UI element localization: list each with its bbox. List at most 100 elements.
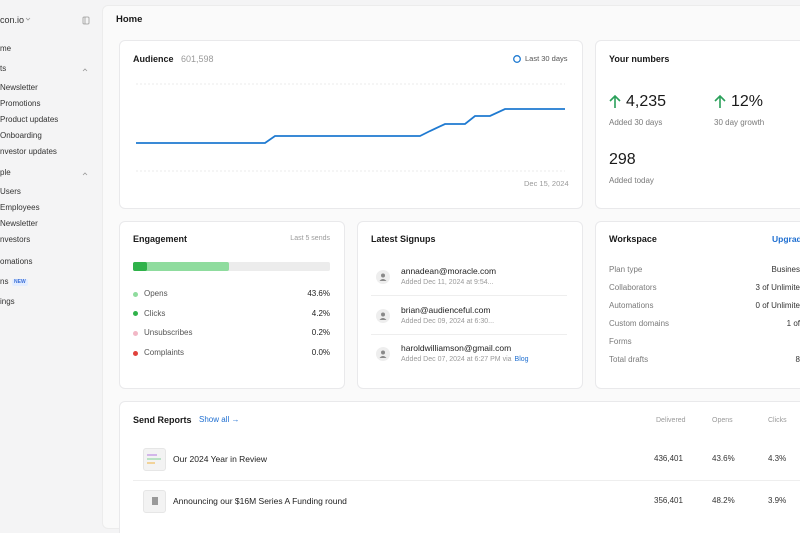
stat-value: 12% <box>731 93 764 110</box>
metric-value: 43.6% <box>307 289 330 298</box>
legend-dot <box>133 291 138 297</box>
metric-value: 0.2% <box>311 328 330 338</box>
engagement-card <box>119 221 345 389</box>
metric-label: Unsubscribes <box>144 328 193 338</box>
stat-value: 4,235 <box>626 93 667 110</box>
report-opens: 48.2% <box>712 495 735 505</box>
range-label: Last 5 sends <box>290 235 330 242</box>
signup-meta: Added Dec 09, 2024 at 6:30... <box>401 317 495 325</box>
avatar <box>376 308 390 323</box>
workspace-switcher[interactable]: con.io <box>0 15 25 25</box>
stat-label: 30 day growth <box>714 118 765 127</box>
nav-item[interactable]: Product updates <box>0 115 59 124</box>
reports-card <box>119 401 800 533</box>
avatar <box>376 347 390 361</box>
workspace-value: 8 <box>795 355 800 364</box>
source-link[interactable]: Blog <box>514 356 529 363</box>
audience-card <box>119 40 583 209</box>
avatar <box>376 270 390 284</box>
stat-label: Added today <box>609 176 654 185</box>
nav-item[interactable]: nvestors <box>0 235 31 244</box>
new-badge: NEW <box>12 279 28 286</box>
upgrade-link[interactable]: Upgrad <box>772 234 800 244</box>
nav-item[interactable]: Newsletter <box>0 219 38 228</box>
legend-dot <box>133 350 138 356</box>
metric-label: Opens <box>144 289 168 298</box>
card-title: Your numbers <box>609 54 670 64</box>
card-title: Engagement <box>133 234 188 244</box>
column-header: Opens <box>712 417 733 424</box>
report-opens: 43.6% <box>712 454 735 463</box>
signup-email[interactable]: haroldwilliamson@gmail.com <box>401 343 512 353</box>
column-header: Clicks <box>768 417 787 424</box>
range-icon <box>513 55 521 63</box>
workspace-label: Collaborators <box>609 283 657 292</box>
metric-label: Complaints <box>144 348 185 358</box>
card-title: Send Reports <box>133 415 192 425</box>
signups-card <box>357 221 583 389</box>
workspace-value: 3 of Unlimite <box>755 283 800 292</box>
report-name[interactable]: Our 2024 Year in Review <box>173 454 268 464</box>
card-title: Workspace <box>609 234 657 244</box>
report-name[interactable]: Announcing our $16M Series A Funding rou… <box>173 495 347 506</box>
workspace-label: Custom domains <box>609 319 670 328</box>
nav-item[interactable]: Promotions <box>0 99 41 108</box>
signup-meta: Added Dec 11, 2024 at 9:54... <box>401 279 494 286</box>
column-header: Delivered <box>656 417 686 424</box>
engagement-bar <box>133 262 330 271</box>
avatar-icon <box>379 350 387 358</box>
nav-item[interactable]: omations <box>0 257 33 266</box>
metric-value: 0.0% <box>311 348 330 358</box>
stat-label: Added 30 days <box>609 118 663 127</box>
chart-date: Dec 15, 2024 <box>524 179 569 188</box>
nav-item[interactable]: Newsletter <box>0 83 38 92</box>
nav-item[interactable]: ts <box>0 64 7 73</box>
audience-count: 601,598 <box>181 54 214 64</box>
thumb-art <box>152 496 158 505</box>
nav-item[interactable]: Employees <box>0 203 40 212</box>
page-title: Home <box>116 14 143 25</box>
sidebar-icons <box>25 16 90 176</box>
avatar-icon <box>379 273 387 281</box>
avatar-icon <box>379 312 387 320</box>
metric-value: 4.2% <box>311 308 330 318</box>
report-thumb <box>143 448 166 471</box>
metric-label: Clicks <box>144 308 166 318</box>
workspace-label: Total drafts <box>609 355 649 364</box>
workspace-label: Automations <box>609 301 654 310</box>
report-delivered: 356,401 <box>654 495 683 505</box>
report-clicks: 4.3% <box>768 454 787 463</box>
workspace-label: Forms <box>609 337 632 346</box>
workspace-card <box>595 221 800 389</box>
divider <box>371 333 567 335</box>
thumb-art <box>147 454 161 464</box>
nav-item[interactable]: ings <box>0 297 15 306</box>
nav-item[interactable]: me <box>0 44 12 53</box>
card-title: Audience <box>133 54 174 64</box>
card-title: Latest Signups <box>371 234 436 244</box>
show-all-link[interactable]: Show all → <box>199 415 240 424</box>
nav-item[interactable]: nvestor updates <box>0 147 57 156</box>
workspace-value: 0 of Unlimite <box>755 301 800 310</box>
report-thumb <box>143 489 166 513</box>
report-clicks: 3.9% <box>768 495 787 505</box>
stat-value: 298 <box>609 151 636 168</box>
nav-item[interactable]: Users <box>0 187 21 196</box>
divider <box>371 295 567 296</box>
nav-item[interactable]: ple <box>0 168 11 177</box>
signup-meta: Added Dec 07, 2024 at 6:27 PM via Blog <box>401 356 529 363</box>
range-selector[interactable]: Last 30 days <box>525 54 568 63</box>
signup-email[interactable]: annadean@moracle.com <box>401 266 497 276</box>
numbers-card <box>595 40 800 209</box>
legend-dot <box>133 330 138 336</box>
workspace-value: 1 of <box>786 319 800 328</box>
legend-dot <box>133 311 138 317</box>
nav-item[interactable]: Onboarding <box>0 131 42 140</box>
signup-email[interactable]: brian@audienceful.com <box>401 304 491 315</box>
workspace-value: Busines <box>771 265 800 274</box>
divider <box>133 480 800 481</box>
nav-item[interactable]: ns <box>0 277 9 286</box>
